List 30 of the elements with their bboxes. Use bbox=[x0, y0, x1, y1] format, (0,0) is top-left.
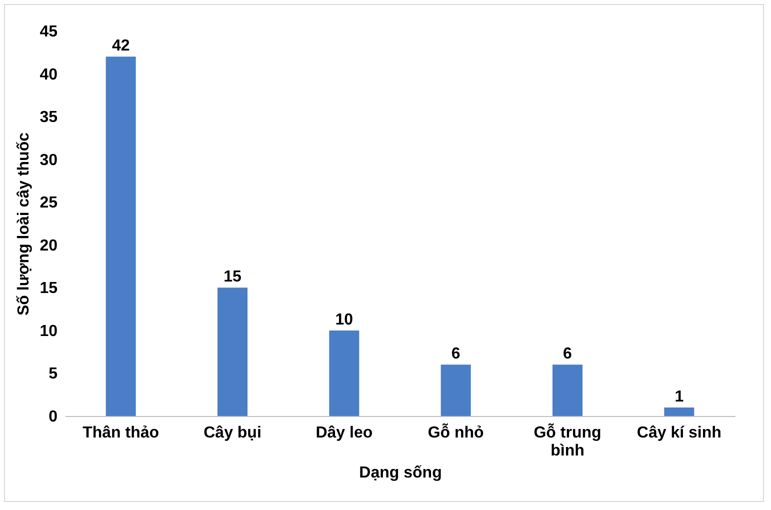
y-tick-label: 10 bbox=[40, 322, 58, 340]
x-tick-label: Cây kí sinh bbox=[636, 424, 722, 442]
bar bbox=[329, 330, 360, 416]
y-tick-label: 25 bbox=[40, 194, 58, 212]
x-tick-label: Thân thảo bbox=[82, 424, 160, 442]
bar bbox=[218, 288, 248, 416]
y-tick-label: 0 bbox=[48, 408, 58, 426]
y-tick-label: 35 bbox=[40, 109, 58, 126]
y-tick-label: 40 bbox=[40, 66, 58, 84]
x-tick-label: Gỗ trung bình bbox=[534, 422, 602, 460]
y-tick-label: 20 bbox=[40, 237, 58, 254]
data-label: 15 bbox=[224, 268, 242, 286]
data-label: 10 bbox=[335, 311, 354, 328]
data-label: 6 bbox=[451, 346, 460, 363]
y-tick-label: 30 bbox=[40, 152, 58, 169]
y-tick-label: 5 bbox=[48, 366, 58, 383]
bar bbox=[106, 56, 136, 416]
data-label: 42 bbox=[112, 38, 130, 55]
data-label: 1 bbox=[674, 388, 684, 406]
bar bbox=[664, 407, 694, 416]
bar bbox=[440, 364, 471, 416]
y-tick-label: 15 bbox=[40, 280, 58, 298]
data-label: 6 bbox=[563, 346, 572, 363]
x-tick-label: Dây leo bbox=[316, 424, 373, 442]
y-tick-label: 45 bbox=[40, 24, 58, 40]
x-tick-label: Gỗ nhỏ bbox=[428, 422, 484, 442]
x-axis-title: Dạng sống bbox=[359, 464, 442, 482]
y-axis-title: Số lượng loài cây thuốc bbox=[16, 132, 33, 316]
bar bbox=[552, 364, 582, 416]
x-tick-label: Cây bụi bbox=[204, 424, 262, 442]
